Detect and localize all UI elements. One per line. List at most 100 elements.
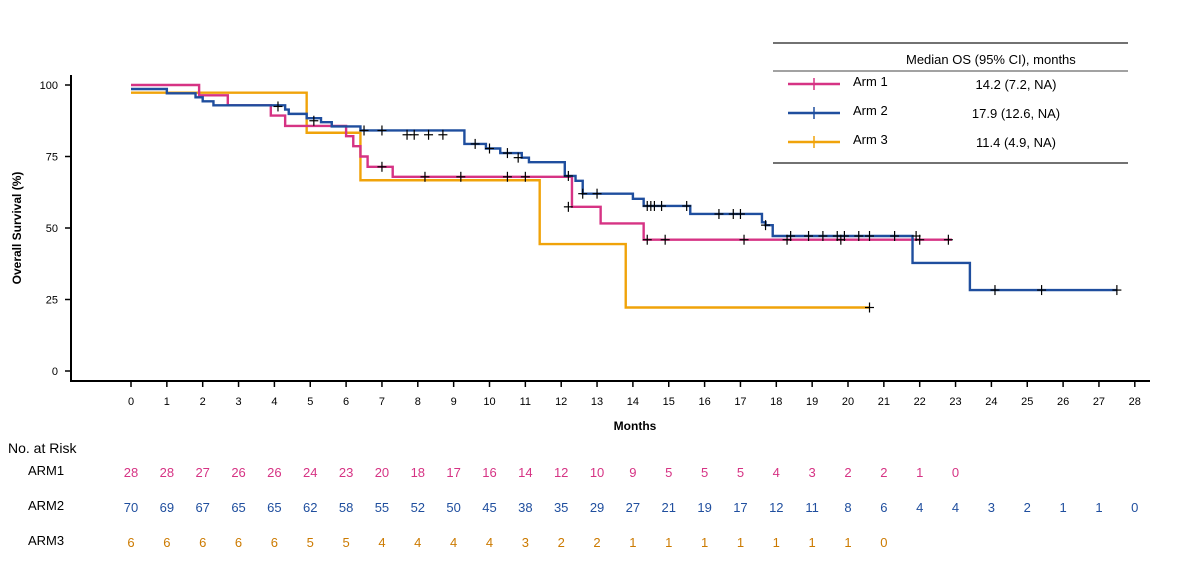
at-risk-count: 4 [414, 535, 422, 550]
arm-1-censor-mark [456, 171, 466, 182]
legend: Median OS (95% CI), months Arm 1 14.2 (7.… [773, 42, 1128, 164]
at-risk-count: 20 [374, 465, 390, 480]
arm-2-censor-mark [818, 231, 828, 242]
at-risk-count: 3 [808, 465, 816, 480]
at-risk-count: 1 [916, 465, 924, 480]
at-risk-count: 1 [1059, 500, 1067, 515]
arm-1-legend-name: Arm 1 [853, 74, 888, 89]
at-risk-count: 4 [916, 500, 924, 515]
at-risk-count: 1 [844, 535, 852, 550]
at-risk-count: 17 [733, 500, 748, 515]
at-risk-count: 23 [338, 465, 354, 480]
arm-2-censor-mark [409, 129, 419, 140]
at-risk-count: 35 [553, 500, 569, 515]
x-tick-label: 15 [663, 396, 675, 408]
x-tick-label: 20 [842, 396, 854, 408]
arm-3-legend-name: Arm 3 [853, 132, 888, 147]
arm-3-legend-median: 11.4 (4.9, NA) [976, 135, 1056, 150]
legend-rows: Arm 1 14.2 (7.2, NA) Arm 2 17.9 (12.6, NA) A… [788, 74, 1060, 150]
at-risk-count: 0 [1131, 500, 1139, 515]
arm-2-censor-mark [865, 231, 875, 242]
y-axis-title: Overall Survival (%) [10, 172, 24, 285]
arm-2-legend-median: 17.9 (12.6, NA) [972, 106, 1060, 121]
at-risk-count: 55 [374, 500, 390, 515]
at-risk-count: 24 [303, 465, 318, 480]
at-risk-count: 4 [378, 535, 386, 550]
at-risk-count: 1 [736, 535, 745, 550]
at-risk-count: 21 [661, 500, 676, 515]
x-tick-label: 11 [520, 396, 531, 408]
x-tick-label: 0 [128, 396, 134, 408]
at-risk-count: 62 [303, 500, 318, 515]
arm-2-censor-mark [714, 208, 724, 219]
at-risk-count: 5 [306, 535, 314, 550]
at-risk-count: 2 [1023, 500, 1031, 515]
at-risk-count: 3 [987, 500, 995, 515]
at-risk-count: 28 [123, 465, 139, 480]
arm-2-censor-mark [1112, 285, 1122, 296]
at-risk-count: 38 [518, 500, 533, 515]
arm-1-censor-mark [642, 234, 652, 245]
x-tick-label: 23 [949, 396, 961, 408]
at-risk-count: 0 [951, 465, 960, 480]
arm-1-censor-mark [943, 234, 953, 245]
at-risk-count: 65 [267, 500, 282, 515]
arm-2-censor-mark [657, 200, 667, 211]
arm-2-censor-mark [990, 285, 1000, 296]
arm-2-censor-mark [911, 231, 921, 242]
y-tick-label: 25 [46, 295, 58, 307]
at-risk-count: 1 [1095, 500, 1103, 515]
at-risk-count: 6 [880, 500, 888, 515]
arm-2-censor-mark [377, 125, 387, 136]
x-tick-label: 3 [235, 396, 241, 408]
arm-2-censor-mark [273, 101, 283, 112]
arm-2-censor-mark [890, 231, 900, 242]
at-risk-count: 70 [123, 500, 139, 515]
at-risk-count: 17 [446, 465, 461, 480]
arm-2-censor-mark [682, 200, 692, 211]
at-risk-count: 45 [482, 500, 497, 515]
x-tick-label: 18 [770, 396, 782, 408]
at-risk-count: 5 [736, 465, 745, 480]
x-tick-label: 8 [415, 396, 421, 408]
at-risk-count: 1 [808, 535, 816, 550]
at-risk-count: 28 [159, 465, 175, 480]
arm-1-censor-mark [739, 234, 749, 245]
at-risk-count: 1 [700, 535, 709, 550]
arm-1-censor-mark [563, 201, 573, 212]
x-tick-label: 26 [1057, 396, 1069, 408]
at-risk-count: 11 [805, 500, 819, 515]
arm-1-censor-mark [520, 171, 530, 182]
arm-2-censor-mark [804, 231, 814, 242]
at-risk-count: 4 [772, 465, 780, 480]
at-risk-count: 0 [880, 535, 888, 550]
arm-2-censor-mark [839, 231, 849, 242]
at-risk-count: 5 [700, 465, 709, 480]
at-risk-row-label: ARM2 [28, 498, 65, 513]
y-tick-label: 75 [46, 152, 58, 164]
x-tick-label: 17 [734, 396, 746, 408]
arm-2-censor-mark [513, 152, 523, 163]
at-risk-title: No. at Risk [8, 440, 77, 456]
arm-3-survival-line [131, 91, 870, 309]
at-risk-count: 6 [270, 535, 278, 550]
arm-2-censor-mark [485, 143, 494, 154]
x-tick-label: 19 [806, 396, 818, 408]
arm-2-censor-mark [424, 129, 434, 140]
at-risk-count: 4 [450, 535, 458, 550]
x-tick-label: 2 [200, 396, 206, 408]
x-tick-label: 16 [698, 396, 710, 408]
at-risk-count: 16 [482, 465, 497, 480]
arm-2-censor-mark [735, 208, 745, 219]
x-tick-label: 24 [985, 396, 997, 408]
arm-2-censor-mark [578, 188, 588, 199]
at-risk-count: 6 [234, 535, 243, 550]
arm-1-censor-mark [502, 171, 512, 182]
x-tick-label: 22 [914, 396, 926, 408]
at-risk-count: 29 [589, 500, 605, 515]
at-risk-count: 6 [163, 535, 171, 550]
at-risk-count: 52 [410, 500, 426, 515]
x-tick-label: 14 [627, 396, 639, 408]
y-tick-label: 50 [46, 223, 58, 235]
at-risk-count: 1 [772, 535, 780, 550]
